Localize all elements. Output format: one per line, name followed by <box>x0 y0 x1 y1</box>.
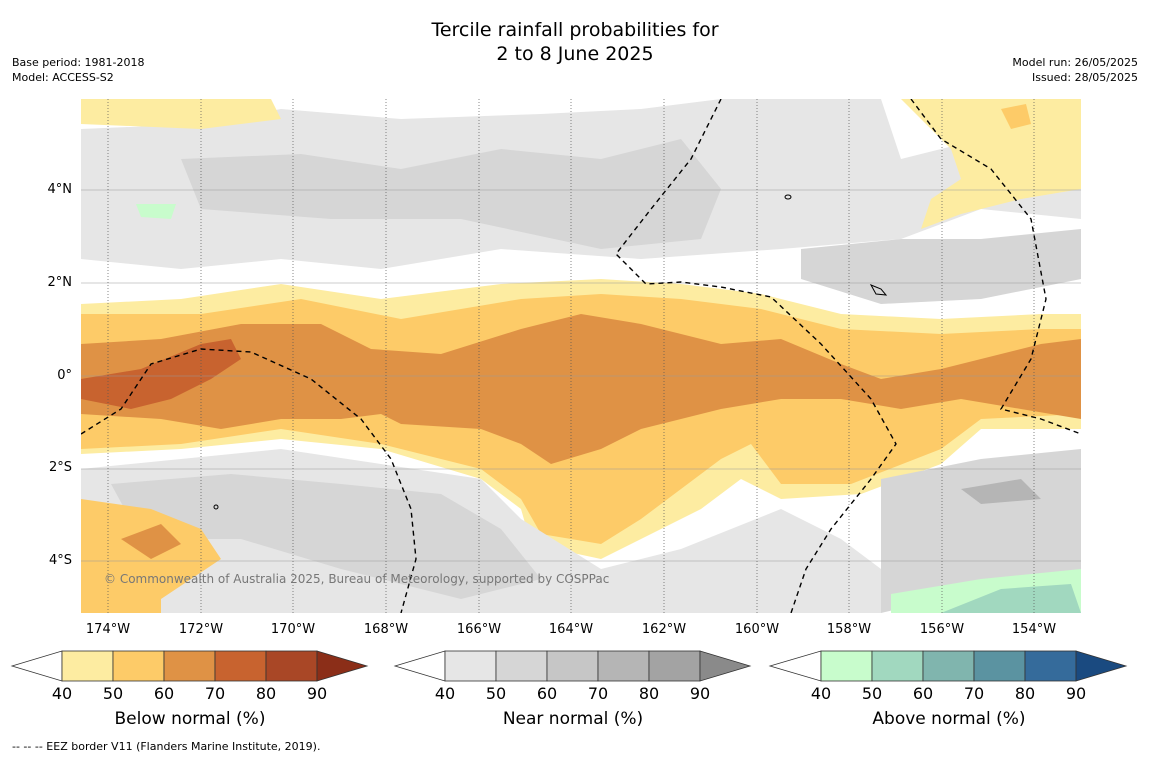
lat-label-4n: 4°N <box>47 182 73 197</box>
cbar-near-tick-60: 60 <box>536 684 558 703</box>
eez-footnote: -- -- -- EEZ border V11 (Flanders Marine… <box>12 740 321 753</box>
cbar-above-tick-80: 80 <box>1014 684 1036 703</box>
lat-label-2s: 2°S <box>48 460 72 475</box>
lat-label-0: 0° <box>57 368 72 383</box>
lon-label-174w: 174°W <box>85 622 131 637</box>
cbar-below-tick-80: 80 <box>255 684 277 703</box>
cbar-near-tick-80: 80 <box>638 684 660 703</box>
model-run: Model run: 26/05/2025 <box>1012 56 1138 69</box>
cbar-below-tick-40: 40 <box>51 684 73 703</box>
lon-label-170w: 170°W <box>270 622 316 637</box>
lat-label-4s: 4°S <box>48 553 72 568</box>
cbar-near-tick-40: 40 <box>434 684 456 703</box>
lon-label-160w: 160°W <box>734 622 780 637</box>
colorbar-below-normal <box>10 650 369 682</box>
colorbar-label-above: Above normal (%) <box>872 709 1026 729</box>
lon-label-166w: 166°W <box>456 622 502 637</box>
cbar-above-tick-50: 50 <box>861 684 883 703</box>
lon-label-168w: 168°W <box>363 622 409 637</box>
model-name: Model: ACCESS-S2 <box>12 71 114 84</box>
cbar-below-tick-60: 60 <box>153 684 175 703</box>
colorbar-label-below: Below normal (%) <box>114 709 266 729</box>
cbar-below-tick-50: 50 <box>102 684 124 703</box>
lon-label-156w: 156°W <box>919 622 965 637</box>
meta-right: Model run: 26/05/2025 Issued: 28/05/2025 <box>1012 55 1138 85</box>
lon-label-162w: 162°W <box>641 622 687 637</box>
lon-label-158w: 158°W <box>826 622 872 637</box>
lon-label-172w: 172°W <box>178 622 224 637</box>
meta-left: Base period: 1981-2018 Model: ACCESS-S2 <box>12 55 144 85</box>
cbar-above-tick-40: 40 <box>810 684 832 703</box>
lat-label-2n: 2°N <box>47 275 73 290</box>
lon-label-164w: 164°W <box>548 622 594 637</box>
cbar-below-tick-70: 70 <box>204 684 226 703</box>
title-line-1: Tercile rainfall probabilities for <box>431 19 719 41</box>
title-line-2: 2 to 8 June 2025 <box>496 43 654 65</box>
cbar-near-tick-50: 50 <box>485 684 507 703</box>
map-title: Tercile rainfall probabilities for 2 to … <box>0 18 1150 66</box>
cbar-near-tick-70: 70 <box>587 684 609 703</box>
colorbar-above-normal <box>768 650 1128 682</box>
lon-label-154w: 154°W <box>1011 622 1057 637</box>
base-period: Base period: 1981-2018 <box>12 56 145 69</box>
issued-date: Issued: 28/05/2025 <box>1031 71 1138 84</box>
colorbar-label-near: Near normal (%) <box>502 709 644 729</box>
colorbars <box>10 650 1128 682</box>
probability-map <box>81 99 1081 613</box>
cbar-above-tick-60: 60 <box>912 684 934 703</box>
cbar-above-tick-90: 90 <box>1065 684 1087 703</box>
cbar-below-tick-90: 90 <box>306 684 328 703</box>
copyright-notice: © Commonwealth of Australia 2025, Bureau… <box>104 572 610 586</box>
colorbar-near-normal <box>393 650 752 682</box>
cbar-near-tick-90: 90 <box>689 684 711 703</box>
cbar-above-tick-70: 70 <box>963 684 985 703</box>
